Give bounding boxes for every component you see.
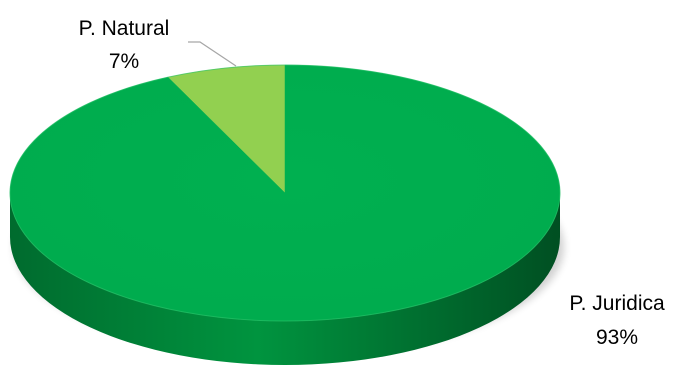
data-label-p-natural-category: P. Natural xyxy=(79,17,170,40)
pie-slice-p-juridica xyxy=(9,64,561,322)
data-label-p-juridica-percent: 93% xyxy=(596,326,638,349)
leader-line-p-natural xyxy=(188,41,237,67)
data-label-p-juridica-category: P. Juridica xyxy=(569,292,665,315)
pie-rim xyxy=(9,64,561,322)
pie-side-wall xyxy=(10,193,560,365)
data-label-p-natural-percent: 7% xyxy=(109,50,139,73)
